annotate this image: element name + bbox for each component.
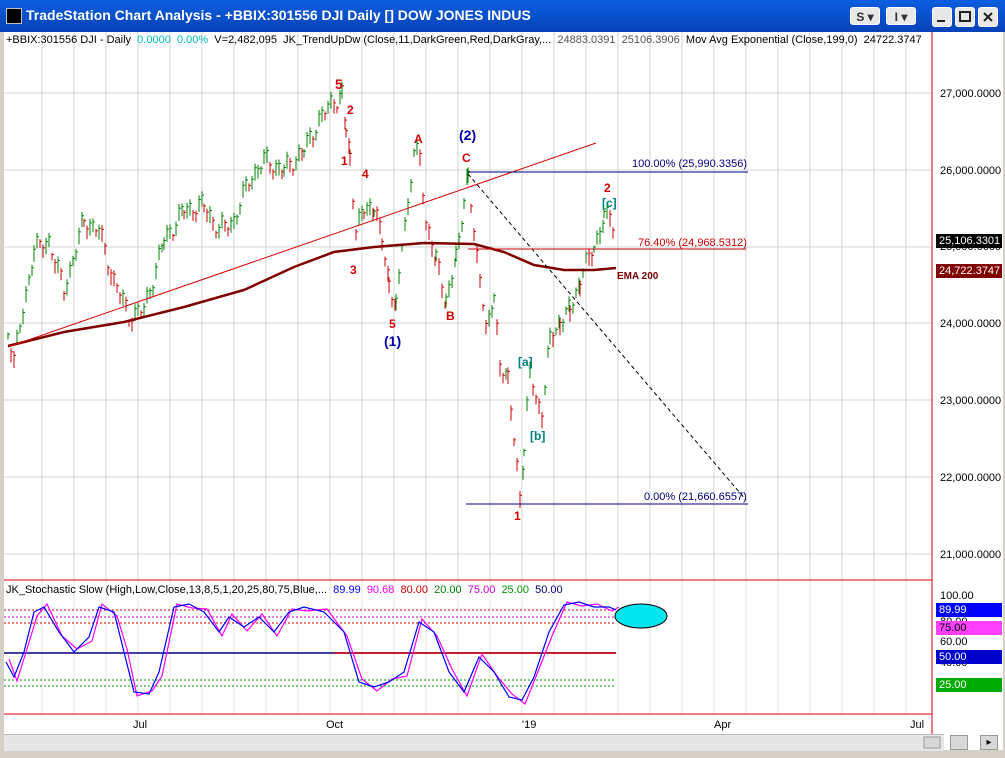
stoch-tick: 60.00 — [940, 636, 968, 648]
price-tick: 21,000.0000 — [940, 549, 1002, 561]
stoch-value-1: 89.99 — [333, 584, 361, 596]
wave-label-2: 2 — [347, 103, 354, 117]
stoch-box-75: 75.00 — [936, 621, 1002, 635]
stoch-header: JK_Stochastic Slow (High,Low,Close,13,8,… — [6, 584, 563, 596]
time-tick-jul-2: Jul — [910, 719, 925, 731]
ema-price-box: 24,722.3747 — [936, 264, 1002, 278]
wave-label-2-right: 2 — [604, 181, 611, 195]
wave-label-4: 4 — [362, 167, 369, 181]
wave-label-b-square: [b] — [530, 429, 546, 443]
price-tick: 26,000.0000 — [940, 165, 1002, 177]
fib-label-764: 76.40% (24,968.5312) — [638, 237, 747, 249]
stoch-value-6: 25.00 — [501, 584, 529, 596]
stoch-box-8999: 89.99 — [936, 603, 1002, 617]
scroll-right-button[interactable]: ▸ — [980, 735, 998, 750]
time-tick-apr: Apr — [714, 719, 732, 731]
chart-canvas[interactable] — [4, 32, 1003, 750]
wave-label-2-circled: (2) — [459, 127, 477, 143]
wave-label-a: A — [414, 132, 423, 146]
ma-label: Mov Avg Exponential (Close,199,0) — [685, 34, 858, 46]
wave-label-1-low: 1 — [514, 509, 521, 523]
minimize-icon — [937, 20, 945, 22]
close-button[interactable] — [978, 7, 998, 27]
indicator-label: JK_TrendUpDw (Close,11,DarkGreen,Red,Dar… — [283, 34, 552, 46]
volume-label: V=2,482,095 — [214, 34, 277, 46]
stoch-box-25: 25.00 — [936, 678, 1002, 692]
wave-label-a-square: [a] — [518, 355, 533, 369]
wave-label-5-top: 5 — [335, 76, 343, 92]
wave-label-3: 3 — [350, 263, 357, 277]
price-bars — [7, 81, 615, 509]
stoch-value-5: 75.00 — [467, 584, 496, 596]
fib-label-100: 100.00% (25,990.3356) — [632, 158, 747, 170]
wave-label-5-low: 5 — [389, 317, 396, 331]
symbol-link-button[interactable]: S ▾ — [850, 7, 880, 25]
ema-tag: EMA 200 — [617, 271, 659, 282]
wave-label-c-square: [c] — [602, 196, 617, 210]
price-tick: 23,000.0000 — [940, 395, 1002, 407]
close-icon — [983, 12, 993, 22]
i-label: I — [894, 10, 898, 24]
app-icon[interactable] — [6, 8, 22, 24]
indicator-value-2: 25106.3906 — [621, 34, 680, 46]
price-tick: 22,000.0000 — [940, 472, 1002, 484]
time-tick-jul: Jul — [133, 719, 148, 731]
wave-label-b: B — [446, 309, 455, 323]
indicator-value-1: 24883.0391 — [557, 34, 616, 46]
s-label: S — [856, 10, 865, 24]
maximize-button[interactable] — [955, 7, 975, 27]
window-title: TradeStation Chart Analysis - +BBIX:3015… — [26, 7, 531, 23]
time-tick-19: '19 — [522, 719, 537, 731]
indicator-link-button[interactable]: I ▾ — [886, 7, 916, 25]
symbol-label: +BBIX:301556 DJI - Daily — [6, 34, 132, 46]
minimize-button[interactable] — [932, 7, 952, 27]
stoch-value-7: 50.00 — [535, 584, 563, 596]
stoch-levels — [4, 609, 616, 687]
stoch-d-line — [8, 601, 620, 705]
wave-label-1-circled: (1) — [384, 333, 402, 349]
scroll-zoom-out-button[interactable] — [950, 735, 968, 750]
stoch-label: JK_Stochastic Slow (High,Low,Close,13,8,… — [6, 584, 328, 596]
last-price-box: 25,106.3301 — [936, 234, 1002, 248]
net-change: 0.0000 — [137, 34, 171, 46]
ma-value: 24722.3747 — [863, 34, 922, 46]
stoch-value-2: 90.68 — [366, 584, 395, 596]
horizontal-scrollbar[interactable] — [4, 734, 944, 751]
wave-label-c: C — [462, 151, 471, 165]
stoch-value-4: 20.00 — [434, 584, 462, 596]
stoch-tick: 100.00 — [940, 590, 974, 602]
stoch-box-50: 50.00 — [936, 650, 1002, 664]
ema-200-line — [7, 241, 617, 348]
trendline-dashed[interactable] — [467, 173, 747, 501]
stoch-k-line — [5, 601, 617, 701]
time-tick-oct: Oct — [326, 719, 344, 731]
chart-window[interactable]: +BBIX:301556 DJI - Daily 0.0000 0.00% V=… — [4, 32, 1003, 750]
fib-label-0: 0.00% (21,660.6557) — [644, 491, 747, 503]
stoch-value-3: 80.00 — [400, 584, 428, 596]
trendline-red[interactable] — [7, 142, 597, 348]
scrollbar-track — [923, 736, 941, 749]
stoch-ellipse-marker[interactable] — [614, 603, 668, 629]
maximize-icon — [959, 11, 971, 22]
price-tick: 24,000.0000 — [940, 318, 1002, 330]
wave-label-1: 1 — [341, 154, 348, 168]
title-bar: TradeStation Chart Analysis - +BBIX:3015… — [0, 0, 1005, 32]
grid-lines — [4, 32, 932, 714]
pct-change: 0.00% — [176, 34, 209, 46]
price-tick: 27,000.0000 — [940, 88, 1002, 100]
status-header: +BBIX:301556 DJI - Daily 0.0000 0.00% V=… — [6, 34, 922, 46]
